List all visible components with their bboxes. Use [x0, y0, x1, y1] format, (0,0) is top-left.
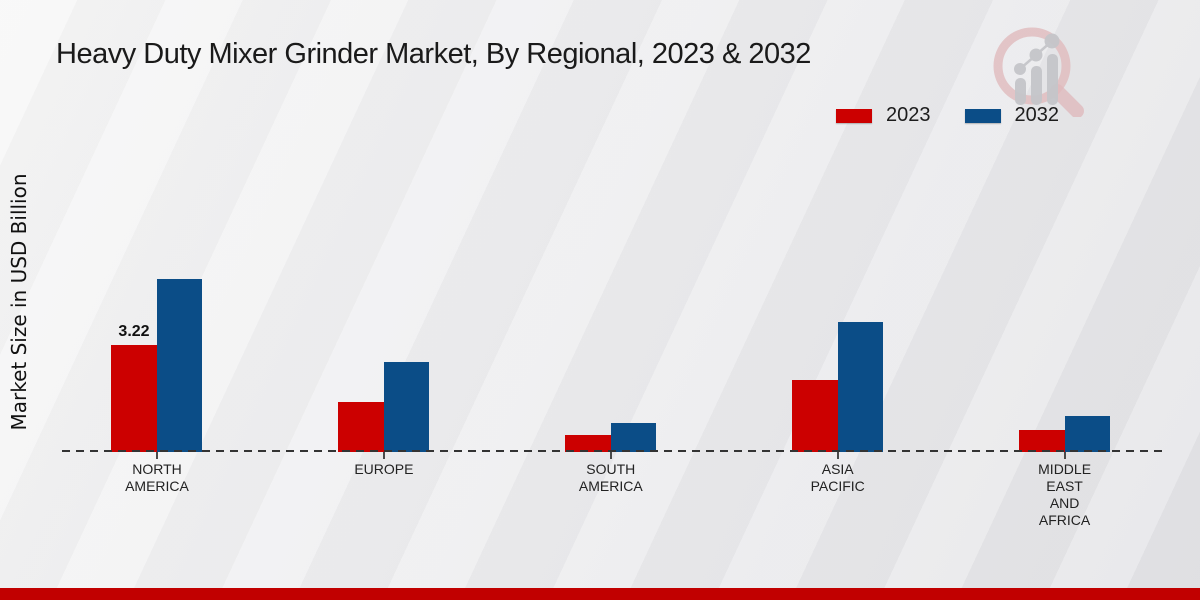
bar-2023-north-america	[111, 344, 157, 452]
legend-swatch-2023	[836, 108, 872, 123]
footer-accent-bar	[0, 588, 1200, 600]
legend: 2023 2032	[836, 104, 1059, 127]
bar-2032-south-america	[610, 423, 656, 452]
category-label-south-america: SOUTH AMERICA	[578, 461, 643, 494]
bar-2032-asia-pacific	[837, 321, 883, 452]
legend-swatch-2032	[964, 108, 1001, 123]
bar-2032-middle-east-and-africa	[1064, 416, 1110, 452]
bar-2032-north-america	[157, 278, 202, 452]
bar-value-label: 3.22	[118, 322, 150, 340]
legend-label-2023: 2023	[886, 104, 931, 126]
category-label-europe: EUROPE	[354, 461, 414, 477]
trend-bars-icon	[1014, 33, 1060, 105]
bar-2032-europe	[383, 362, 429, 452]
x-axis-tick	[382, 452, 385, 459]
magnifier-bar-chart-logo	[993, 27, 1084, 117]
legend-item-2032: 2032	[964, 104, 1060, 127]
x-axis-tick	[609, 452, 612, 459]
category-label-asia-pacific: ASIA PACIFIC	[810, 461, 865, 494]
legend-item-2023: 2023	[836, 104, 931, 127]
x-axis-tick	[156, 452, 158, 459]
x-axis-baseline	[62, 450, 1168, 452]
legend-label-2032: 2032	[1014, 104, 1060, 126]
bar-2023-south-america	[564, 434, 611, 452]
x-axis-tick	[836, 452, 839, 459]
category-label-middle-east-and-africa: MIDDLE EAST AND AFRICA	[1038, 461, 1092, 528]
bar-2023-middle-east-and-africa	[1018, 430, 1065, 452]
category-label-north-america: NORTH AMERICA	[125, 461, 189, 494]
bar-2023-europe	[337, 402, 384, 452]
bar-2023-asia-pacific	[791, 379, 838, 452]
x-axis-tick	[1063, 452, 1066, 459]
chart-title: Heavy Duty Mixer Grinder Market, By Regi…	[56, 38, 811, 70]
